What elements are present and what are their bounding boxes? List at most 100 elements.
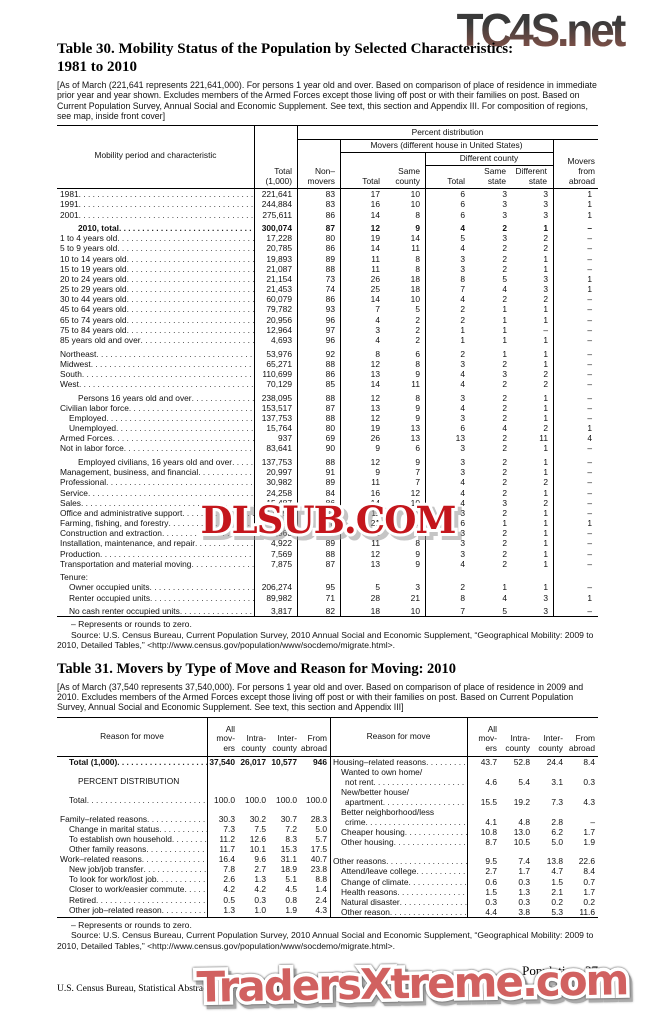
row-label: Midwest . . . . . . . . . . . . . . . . … [60,358,254,369]
table-row: Farming, fishing, and forestry . . . . .… [57,518,598,528]
table-cell: 1 [543,582,548,593]
table-row: Other job–related reason . . . . . . . .… [57,905,330,915]
table-cell: 2 [502,548,507,559]
table-cell: 2 [460,582,465,593]
table-cell: 9 [415,412,420,423]
table-row: 25 to 29 years old . . . . . . . . . . .… [57,284,598,294]
table-cell: 4,922 [271,538,292,549]
table-cell: 2 [502,487,507,498]
table-cell: 12,964 [266,324,292,335]
table-cell: 28 [370,592,380,603]
table-cell: 87 [325,402,335,413]
table-cell: – [587,558,592,569]
table-cell: 1 [502,582,507,593]
table-cell: 25 [370,284,380,295]
table-cell: – [587,497,592,508]
table-cell: 4.2 [223,884,235,895]
table-cell: 10 [410,189,420,200]
table-cell: 16.4 [218,854,235,865]
table-cell: 19,893 [266,253,292,264]
table-cell: 2 [543,294,548,305]
table-cell: 86 [325,368,335,379]
row-label: Construction and extraction . . . . . . … [60,528,254,539]
table-cell: 11.2 [219,834,235,845]
table-cell: – [587,528,592,539]
table-cell: 7 [460,606,465,617]
table-cell: 4 [460,558,465,569]
table-cell: 13.0 [513,827,530,838]
table-cell: 5.0 [551,837,563,848]
table-cell: 1.5 [551,876,563,887]
table-cell: – [587,392,592,403]
table-cell: 244,884 [261,199,292,210]
table-cell: 0.2 [583,896,595,907]
table-cell: 5 [502,606,507,617]
table-row: Employed . . . . . . . . . . . . . . . .… [57,413,598,423]
table-cell: 100.0 [214,794,235,805]
table-row: Northeast . . . . . . . . . . . . . . . … [57,349,598,359]
header-percent-distribution: Percent distribution [297,126,598,141]
table-cell: 4 [460,402,465,413]
table-row: Change of climate . . . . . . . . . . . … [330,877,598,887]
table-cell: 2 [415,334,420,345]
row-label: Renter occupied units . . . . . . . . . … [69,592,254,603]
table-cell: – [587,457,592,468]
table-cell: 20,785 [266,243,292,254]
table-cell: 1 [543,253,548,264]
table-cell: 21 [410,592,420,603]
table-cell: 5,963 [271,528,292,539]
table-cell: 1.3 [223,904,235,915]
table-cell: 13.8 [546,856,563,867]
table-cell: 100.0 [306,794,327,805]
table-row: Better neighborhood/less [330,807,598,817]
table-cell: 1 [543,358,548,369]
table30-footnote: – Represents or rounds to zero. [71,619,192,630]
table-cell: 0.6 [485,876,497,887]
table-cell: 3 [543,606,548,617]
row-label: West . . . . . . . . . . . . . . . . . .… [60,379,254,389]
table-row: Office and administrative support . . . … [57,508,598,518]
table-row: Construction and extraction . . . . . . … [57,528,598,538]
table-cell: 37,540 [209,756,235,767]
table-cell: 4 [502,423,507,434]
table-cell: 9 [375,443,380,454]
table-cell: 300,074 [261,223,292,234]
table-cell: 3 [460,392,465,403]
table-cell: 3 [543,199,548,210]
table-row: 1981 . . . . . . . . . . . . . . . . . .… [57,189,598,199]
table-cell: 18.9 [280,864,297,875]
row-label: No cash renter occupied units . . . . . … [69,606,254,617]
row-label: 2001 . . . . . . . . . . . . . . . . . .… [60,209,254,220]
table-cell: 95 [325,582,335,593]
row-label: Employed civilians, 16 years old and ove… [78,457,254,468]
table-cell: 5 [460,233,465,244]
table-cell: 4 [375,334,380,345]
row-label: 85 years old and over . . . . . . . . . … [60,334,254,345]
table-cell: 80 [325,423,335,434]
table-cell: 86 [325,209,335,220]
table-cell: 6 [460,423,465,434]
table-cell: 4 [502,592,507,603]
table-cell: 7.3 [223,823,235,834]
table30-note: [As of March (221,641 represents 221,641… [57,80,597,121]
table-cell: 11 [371,507,380,518]
table-cell: 9 [415,368,420,379]
table-cell: 3 [502,233,507,244]
table-cell: 18 [410,284,420,295]
table-cell: 7.5 [254,823,266,834]
table-cell: 86 [325,497,335,508]
table-cell: 7 [415,477,420,488]
table-row: 1 to 4 years old . . . . . . . . . . . .… [57,233,598,243]
header-from-abroad-left: From abroad [300,733,327,753]
table-cell: – [587,606,592,617]
table-cell: 13 [410,433,420,444]
table-cell: 10.1 [249,844,266,855]
table-row: Closer to work/easier commute . . . . . … [57,884,330,894]
table-cell: 206,274 [261,582,292,593]
row-label: Change of climate . . . . . . . . . . . … [341,876,467,887]
table-row: crime . . . . . . . . . . . . . . . . . … [330,817,598,827]
table-cell: 6 [415,443,420,454]
table-cell: 86 [325,294,335,305]
table-cell: – [587,548,592,559]
row-label: Family–related reasons . . . . . . . . .… [60,813,207,824]
